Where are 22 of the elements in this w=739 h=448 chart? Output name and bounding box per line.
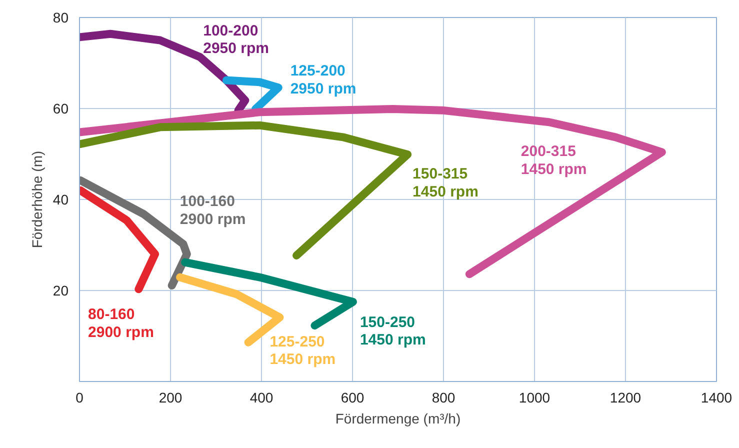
- series-label: 150-315 1450 rpm: [412, 165, 478, 200]
- series-label: 100-200 2950 rpm: [203, 22, 269, 58]
- series-label: 125-200 2950 rpm: [290, 62, 356, 98]
- x-tick-label: 600: [340, 390, 364, 406]
- y-tick-label: 80: [52, 10, 69, 26]
- x-tick-label: 0: [76, 390, 84, 406]
- series-label: 200-315 1450 rpm: [520, 143, 587, 178]
- x-tick-label: 200: [158, 390, 182, 406]
- series-label: 80-160 2900 rpm: [88, 306, 154, 341]
- y-tick-label: 60: [52, 100, 69, 116]
- x-tick-label: 800: [432, 390, 456, 406]
- x-axis-title: Fördermenge (m³/h): [335, 410, 461, 426]
- series-label: 100-160 2900 rpm: [180, 193, 246, 228]
- y-tick-label: 20: [52, 282, 69, 298]
- series-label: 150-250 1450 rpm: [360, 314, 426, 349]
- x-tick-label: 1200: [610, 390, 642, 406]
- x-tick-label: 400: [250, 390, 274, 406]
- series-label: 125-250 1450 rpm: [270, 333, 336, 368]
- x-tick-label: 1400: [700, 390, 732, 406]
- x-tick-label: 1000: [518, 390, 550, 406]
- y-tick-label: 40: [52, 192, 69, 208]
- y-axis-title: Förderhöhe (m): [28, 150, 45, 248]
